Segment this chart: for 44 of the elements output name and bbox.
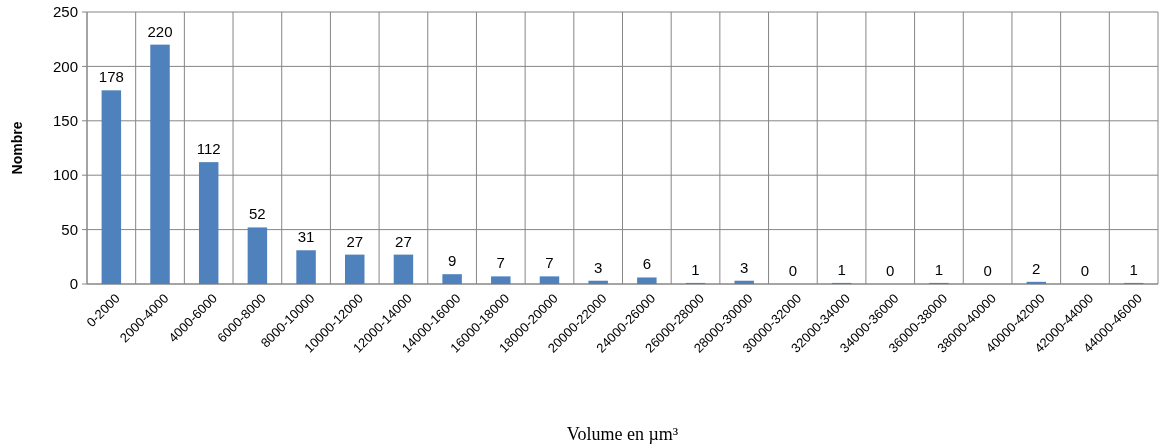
- data-label: 178: [98, 68, 124, 86]
- bar: [637, 277, 657, 284]
- data-label: 0: [788, 262, 798, 279]
- y-tick-label: 100: [52, 166, 78, 184]
- data-label: 7: [496, 254, 505, 272]
- data-label: 1: [1129, 260, 1138, 278]
- data-label: 0: [886, 262, 895, 279]
- bar: [296, 250, 316, 284]
- x-axis-title: Volume en µm³: [566, 424, 679, 444]
- bar: [1026, 281, 1047, 284]
- y-tick-label: 0: [69, 275, 78, 293]
- bar: [345, 254, 365, 284]
- data-label: 2: [1032, 259, 1041, 277]
- y-axis-title: Nombre: [9, 121, 25, 175]
- bar: [101, 90, 122, 284]
- y-tick-label: 250: [52, 3, 78, 21]
- data-label: 1: [691, 260, 700, 278]
- data-label: 112: [196, 140, 221, 158]
- bar: [588, 280, 608, 284]
- bar: [247, 227, 268, 284]
- bar: [539, 276, 560, 284]
- data-label: 27: [346, 232, 364, 250]
- data-label: 7: [545, 254, 554, 272]
- data-label: 9: [447, 252, 457, 270]
- data-label: 0: [983, 262, 992, 279]
- bar: [150, 44, 170, 284]
- data-label: 3: [740, 258, 749, 276]
- bar: [198, 162, 219, 284]
- y-tick-label: 200: [52, 57, 78, 75]
- data-label: 31: [297, 228, 315, 246]
- data-label: 52: [249, 205, 266, 223]
- data-label: 3: [593, 258, 603, 276]
- bar: [491, 276, 511, 284]
- y-tick-label: 50: [61, 220, 78, 238]
- bar: [442, 274, 462, 284]
- data-label: 1: [837, 260, 846, 278]
- data-label: 27: [395, 232, 412, 250]
- bar: [393, 254, 414, 284]
- y-tick-label: 150: [52, 112, 78, 130]
- data-label: 1: [934, 260, 944, 278]
- data-label: 220: [147, 22, 173, 40]
- data-label: 6: [642, 255, 652, 273]
- bar: [734, 280, 754, 284]
- data-label: 0: [1080, 262, 1090, 279]
